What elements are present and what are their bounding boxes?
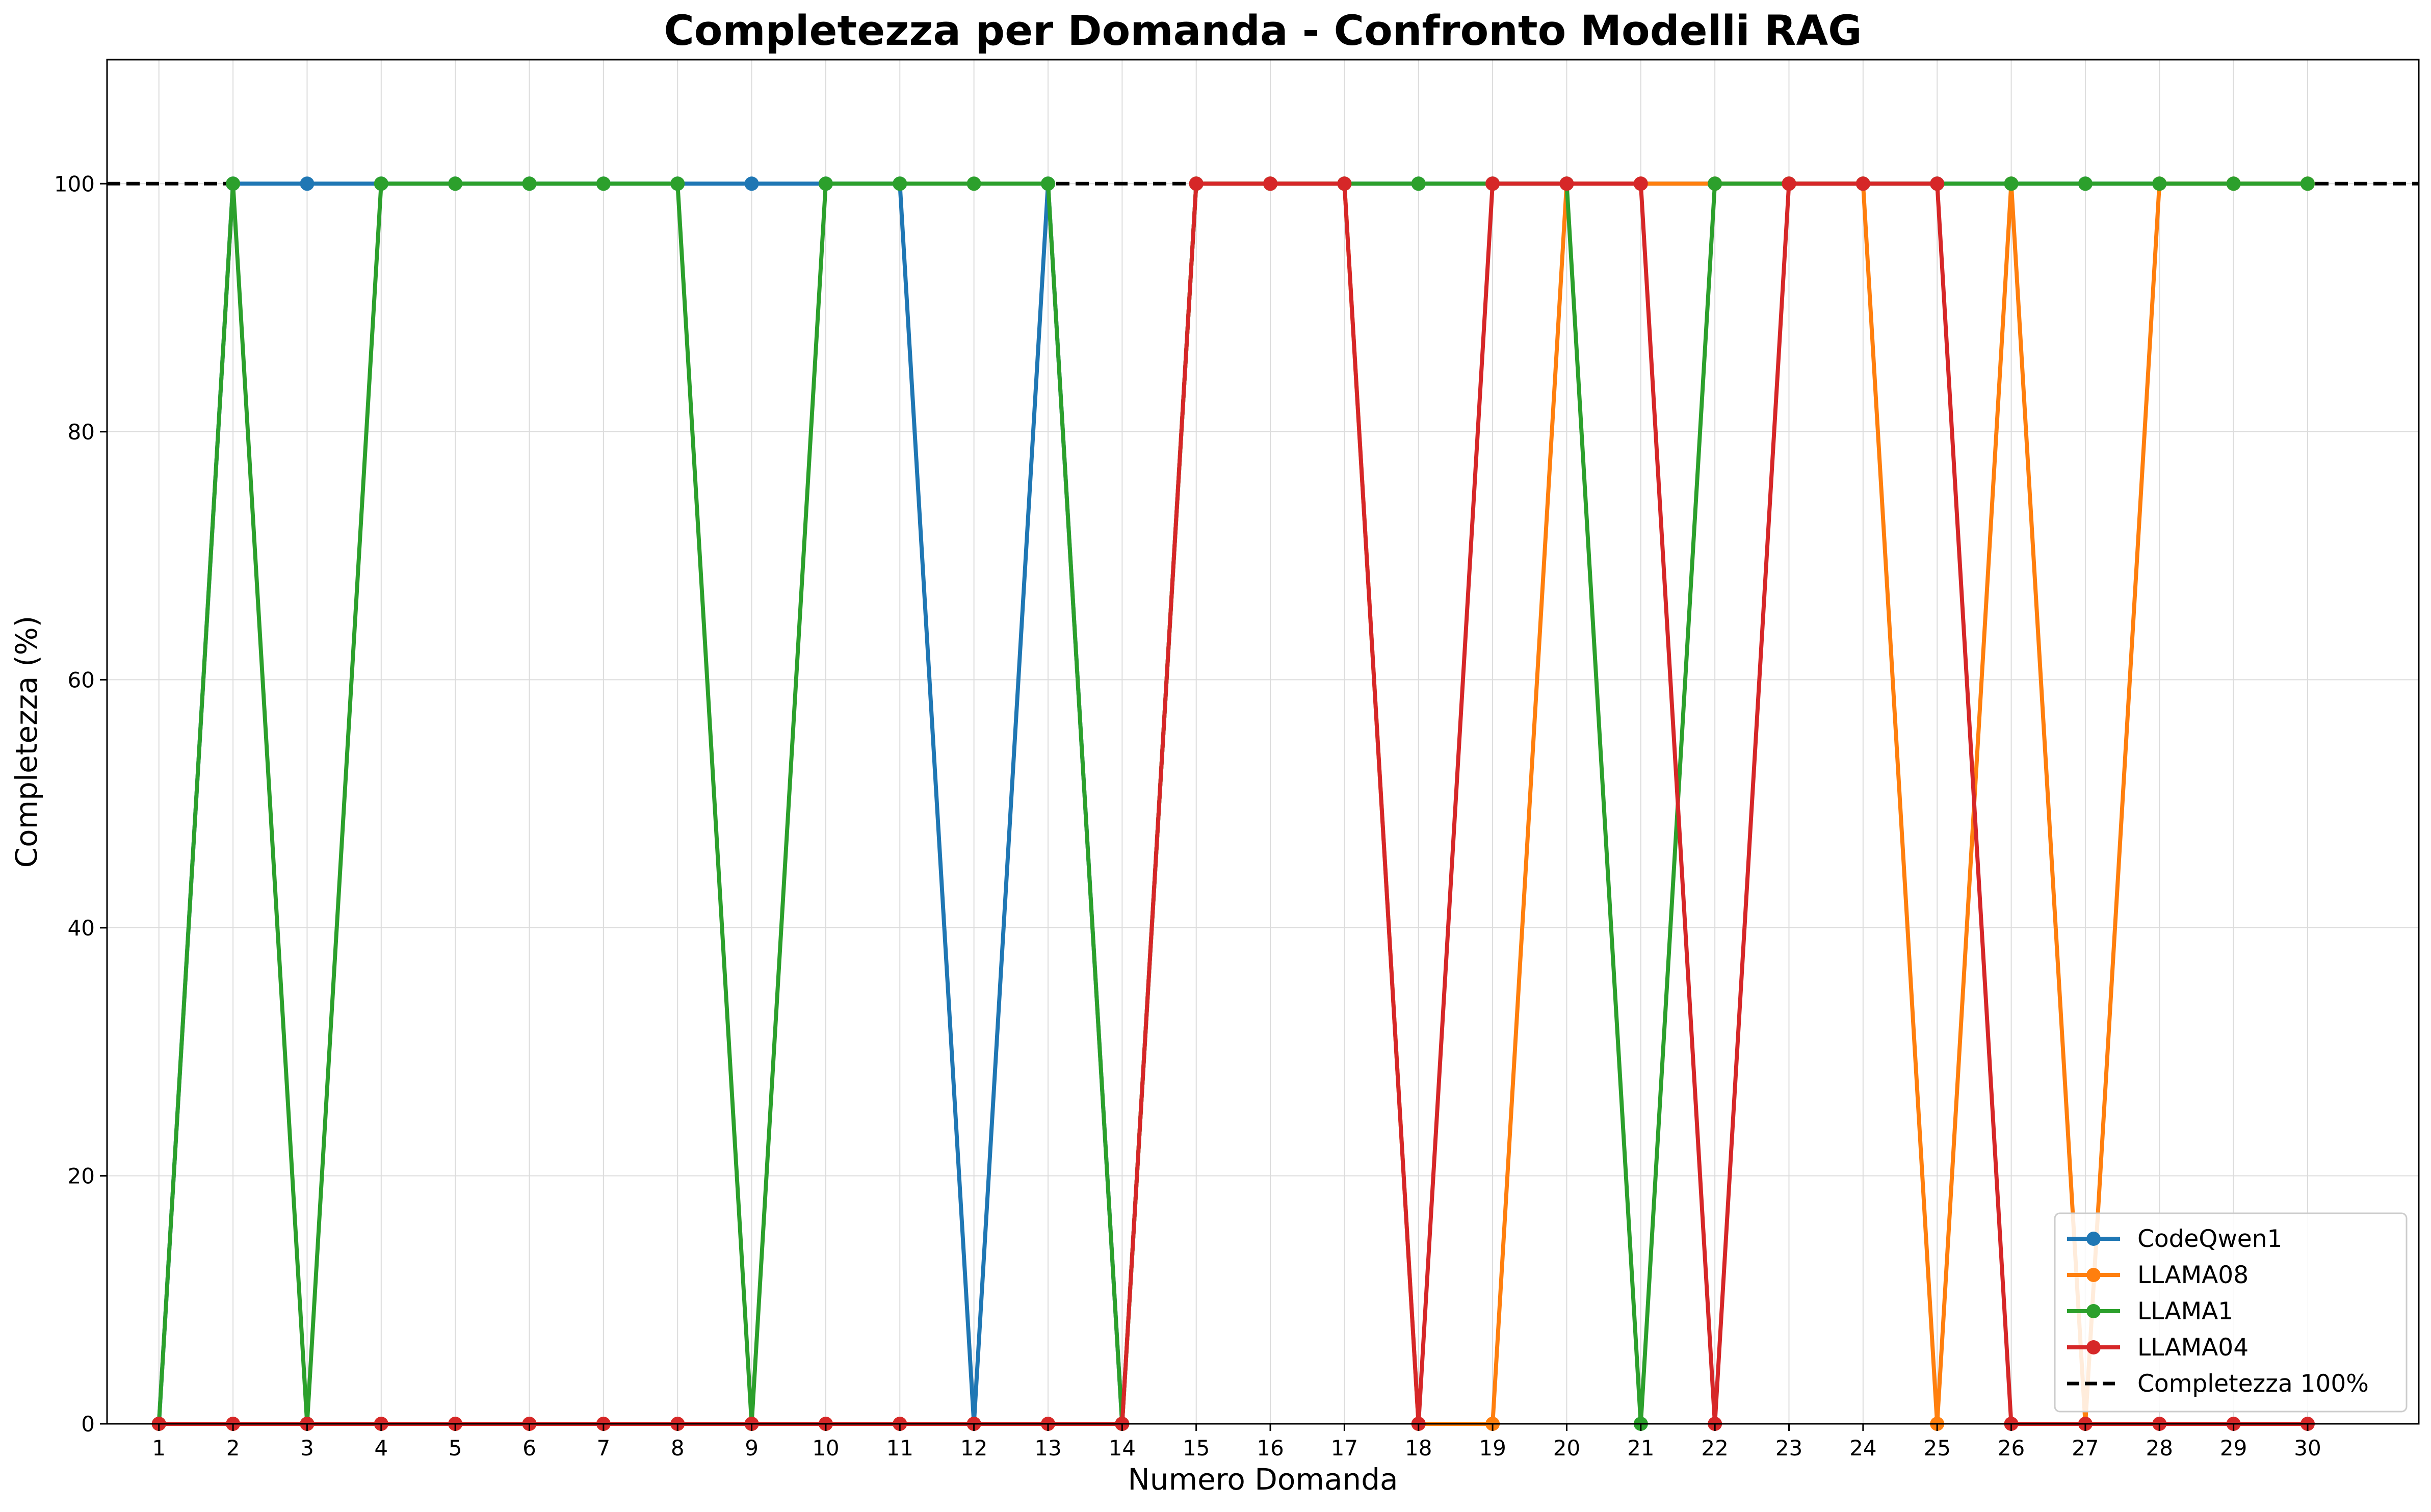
legend-label: LLAMA1 — [2137, 1297, 2233, 1325]
data-point — [374, 176, 388, 191]
y-axis-label: Completezza (%) — [9, 616, 44, 868]
legend-entry: Completezza 100% — [2067, 1370, 2369, 1398]
x-tick-label: 5 — [449, 1436, 462, 1461]
axis-ticks: 1 2 3 4 5 6 7 8 9 10 11 12 13 14 15 16 17 18 19 20 21 22 23 24 2… — [54, 171, 2321, 1461]
legend-box — [2054, 1212, 2408, 1413]
legend-entry: LLAMA1 — [2067, 1297, 2233, 1325]
x-tick-label: 12 — [960, 1436, 987, 1461]
x-tick-label: 28 — [2146, 1436, 2173, 1461]
data-point — [596, 176, 611, 191]
data-point — [2152, 176, 2167, 191]
data-point — [744, 176, 759, 191]
data-point — [1930, 176, 1945, 191]
data-point — [2300, 176, 2315, 191]
x-tick-label: 14 — [1109, 1436, 1136, 1461]
data-point — [1633, 176, 1648, 191]
legend-marker — [2086, 1268, 2101, 1282]
data-point — [2226, 176, 2241, 191]
data-point — [226, 176, 241, 191]
x-tick-label: 16 — [1257, 1436, 1284, 1461]
x-tick-label: 27 — [2072, 1436, 2099, 1461]
legend-label: CodeQwen1 — [2137, 1225, 2282, 1253]
data-point — [448, 176, 463, 191]
data-point — [300, 176, 315, 191]
data-point — [1040, 176, 1055, 191]
legend-entry: LLAMA04 — [2067, 1334, 2249, 1362]
x-tick-label: 21 — [1627, 1436, 1654, 1461]
x-tick-label: 13 — [1034, 1436, 1061, 1461]
data-point — [1559, 176, 1574, 191]
y-tick-label: 0 — [81, 1412, 95, 1437]
x-tick-label: 11 — [886, 1436, 913, 1461]
x-tick-label: 18 — [1405, 1436, 1432, 1461]
x-tick-label: 9 — [745, 1436, 759, 1461]
x-tick-label: 10 — [812, 1436, 839, 1461]
x-tick-label: 30 — [2294, 1436, 2321, 1461]
x-tick-label: 23 — [1775, 1436, 1802, 1461]
x-tick-label: 25 — [1923, 1436, 1950, 1461]
legend-label: LLAMA08 — [2137, 1261, 2249, 1289]
data-point — [1485, 176, 1500, 191]
legend: CodeQwen1 LLAMA08 LLAMA1 LLAMA04 Completezza… — [2054, 1212, 2408, 1413]
x-tick-label: 22 — [1701, 1436, 1728, 1461]
legend-label: Completezza 100% — [2137, 1370, 2369, 1398]
data-point — [893, 176, 907, 191]
data-point — [818, 176, 833, 191]
y-tick-label: 20 — [68, 1163, 95, 1188]
y-tick-label: 40 — [68, 916, 95, 941]
data-point — [1855, 176, 1870, 191]
legend-marker — [2086, 1232, 2101, 1246]
y-tick-label: 60 — [68, 667, 95, 692]
data-point — [2078, 176, 2093, 191]
chart-title: Completezza per Domanda - Confronto Mode… — [664, 7, 1862, 55]
x-tick-label: 20 — [1553, 1436, 1580, 1461]
data-point — [522, 176, 537, 191]
data-point — [1411, 176, 1426, 191]
data-point — [1337, 176, 1352, 191]
x-tick-label: 8 — [671, 1436, 685, 1461]
x-tick-label: 24 — [1849, 1436, 1876, 1461]
x-tick-label: 6 — [522, 1436, 536, 1461]
data-point — [1189, 176, 1204, 191]
legend-marker — [2086, 1340, 2101, 1354]
legend-entry: LLAMA08 — [2067, 1261, 2249, 1289]
data-point — [1263, 176, 1278, 191]
x-tick-label: 1 — [152, 1436, 166, 1461]
x-axis-label: Numero Domanda — [1128, 1462, 1398, 1497]
x-tick-label: 26 — [1998, 1436, 2025, 1461]
y-tick-label: 80 — [68, 420, 95, 445]
y-tick-label: 100 — [54, 171, 95, 196]
data-point — [966, 176, 981, 191]
x-tick-label: 29 — [2220, 1436, 2247, 1461]
legend-entry: CodeQwen1 — [2067, 1225, 2282, 1253]
x-tick-label: 19 — [1479, 1436, 1506, 1461]
legend-marker — [2086, 1304, 2101, 1318]
data-point — [2004, 176, 2019, 191]
plot-frame — [106, 59, 2420, 1425]
data-point — [1708, 176, 1722, 191]
x-tick-label: 7 — [596, 1436, 610, 1461]
legend-label: LLAMA04 — [2137, 1334, 2249, 1362]
x-tick-label: 15 — [1183, 1436, 1210, 1461]
data-point — [1782, 176, 1796, 191]
data-point — [670, 176, 685, 191]
x-tick-label: 17 — [1331, 1436, 1358, 1461]
x-tick-label: 3 — [300, 1436, 314, 1461]
x-tick-label: 4 — [374, 1436, 388, 1461]
series-LLAMA04 — [151, 176, 2315, 1431]
x-tick-label: 2 — [226, 1436, 240, 1461]
